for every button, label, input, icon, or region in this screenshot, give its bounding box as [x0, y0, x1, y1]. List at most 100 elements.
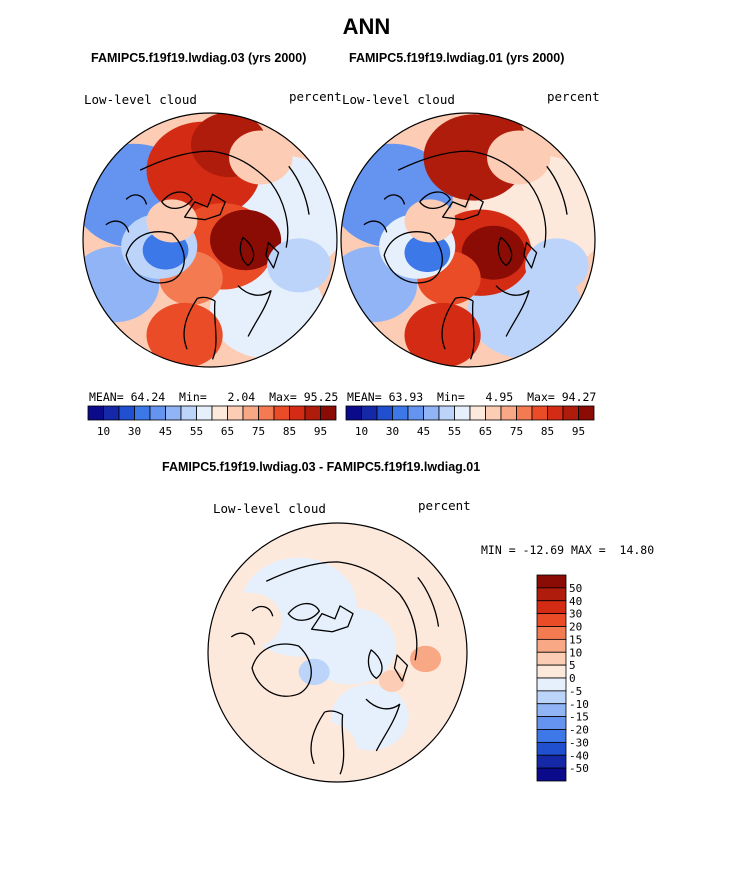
colorbar-swatch: [87, 405, 104, 421]
coastline: [266, 561, 418, 661]
colorbar-tick-label: 85: [541, 425, 554, 438]
map-border: [340, 112, 596, 368]
colorbar-swatch: [258, 405, 275, 421]
field-region: [146, 199, 198, 243]
colorbar-swatch: [536, 613, 567, 627]
coastline: [441, 193, 484, 221]
map-right: [340, 112, 596, 368]
field-region: [525, 238, 589, 293]
colorbar-tick-label: 10: [97, 425, 110, 438]
mean-label: MEAN=: [347, 390, 382, 404]
diff-units-label: percent: [418, 498, 471, 513]
colorbar-swatch: [273, 405, 290, 421]
colorbar-swatch: [578, 405, 595, 421]
colorbar-swatch: [180, 405, 197, 421]
colorbar-swatch: [211, 405, 228, 421]
coastline: [441, 296, 475, 360]
colorbar-swatch: [536, 651, 567, 666]
colorbar-tick-label: 55: [190, 425, 203, 438]
min-label: Min=: [179, 390, 207, 404]
colorbar-swatch: [536, 664, 567, 679]
colorbar-tick-label: -10: [569, 698, 589, 711]
colorbar-tick-label: 95: [314, 425, 327, 438]
colorbar-swatch: [516, 405, 533, 421]
panel-right-title: FAMIPC5.f19f19.lwdiag.01 (yrs 2000): [349, 51, 565, 65]
colorbar-swatch: [438, 405, 455, 421]
map-left: [82, 112, 338, 368]
colorbar-swatch: [562, 405, 579, 421]
colorbar-swatch: [165, 405, 182, 421]
coastline: [237, 285, 272, 337]
colorbar-swatch: [149, 405, 166, 421]
map-border: [82, 112, 338, 368]
colorbar-swatch: [536, 587, 567, 602]
panel-left-units-label: percent: [289, 89, 342, 104]
colorbar-swatch: [485, 405, 502, 421]
coastline: [139, 150, 289, 248]
coastline: [363, 220, 388, 233]
min-label: MIN =: [481, 543, 516, 557]
colorbar-swatch: [536, 767, 567, 782]
colorbar-tick-label: -40: [569, 749, 589, 762]
colorbar-tick-label: 0: [569, 672, 576, 685]
coastline: [125, 231, 185, 284]
coastline: [230, 632, 256, 645]
coastline: [161, 191, 193, 209]
map-diff: [207, 522, 468, 783]
colorbar-tick-label: 30: [569, 608, 582, 621]
panel-left-variable-label: Low-level cloud: [84, 92, 197, 107]
colorbar-swatch: [536, 703, 567, 718]
min-label: Min=: [437, 390, 465, 404]
coastline: [310, 710, 345, 775]
coastline: [183, 193, 226, 221]
colorbar-swatch: [536, 677, 567, 692]
colorbar-tick-label: 50: [569, 582, 582, 595]
max-value: 95.25: [303, 390, 339, 404]
mean-value: 63.93: [388, 390, 424, 404]
field-region: [404, 233, 451, 273]
field-region: [410, 645, 442, 673]
coastline: [239, 236, 255, 267]
coastline: [417, 576, 440, 627]
colorbar-tick-label: 65: [479, 425, 492, 438]
diff-stats: MIN = -12.69 MAX = 14.80: [481, 543, 654, 557]
colorbar-swatch: [242, 405, 259, 421]
colorbar-tick-label: 10: [569, 646, 582, 659]
panel-right-stats: MEAN= 63.93 Min= 4.95 Max= 94.27: [347, 390, 596, 404]
panel-right-units-label: percent: [547, 89, 600, 104]
colorbar-swatch: [536, 741, 567, 756]
colorbar-swatch: [536, 626, 567, 640]
coastline: [383, 194, 406, 205]
colorbar-tick-label: -50: [569, 762, 589, 775]
colorbar-swatch: [536, 638, 567, 653]
diff-variable-label: Low-level cloud: [213, 501, 326, 516]
coastline: [397, 150, 547, 248]
field-region: [404, 199, 456, 243]
colorbar-swatch: [304, 405, 321, 421]
colorbar-swatch: [536, 574, 567, 589]
field-region: [298, 658, 330, 686]
max-label: Max=: [527, 390, 555, 404]
colorbar-tick-label: 30: [128, 425, 141, 438]
coastline: [419, 191, 451, 209]
colorbar-swatch: [227, 405, 244, 421]
coastline: [251, 643, 312, 697]
colorbar-tick-label: 15: [569, 633, 582, 646]
coastline: [393, 654, 409, 682]
coastline: [497, 236, 513, 267]
max-label: MAX =: [571, 543, 606, 557]
colorbar-swatch: [196, 405, 213, 421]
colorbar-swatch: [536, 729, 567, 743]
colorbar-swatch: [500, 405, 517, 421]
colorbar-tick-label: 75: [510, 425, 523, 438]
colorbar-tick-label: 30: [386, 425, 399, 438]
panel-left-stats: MEAN= 64.24 Min= 2.04 Max= 95.25: [89, 390, 338, 404]
colorbar-tick-label: 5: [569, 659, 576, 672]
coastline: [310, 605, 354, 633]
colorbar-swatch: [289, 405, 306, 421]
max-value: 94.27: [561, 390, 597, 404]
min-value: -12.69: [522, 543, 565, 557]
colorbar-tick-label: 10: [355, 425, 368, 438]
colorbar-swatch: [536, 754, 567, 769]
colorbar-tick-label: 75: [252, 425, 265, 438]
